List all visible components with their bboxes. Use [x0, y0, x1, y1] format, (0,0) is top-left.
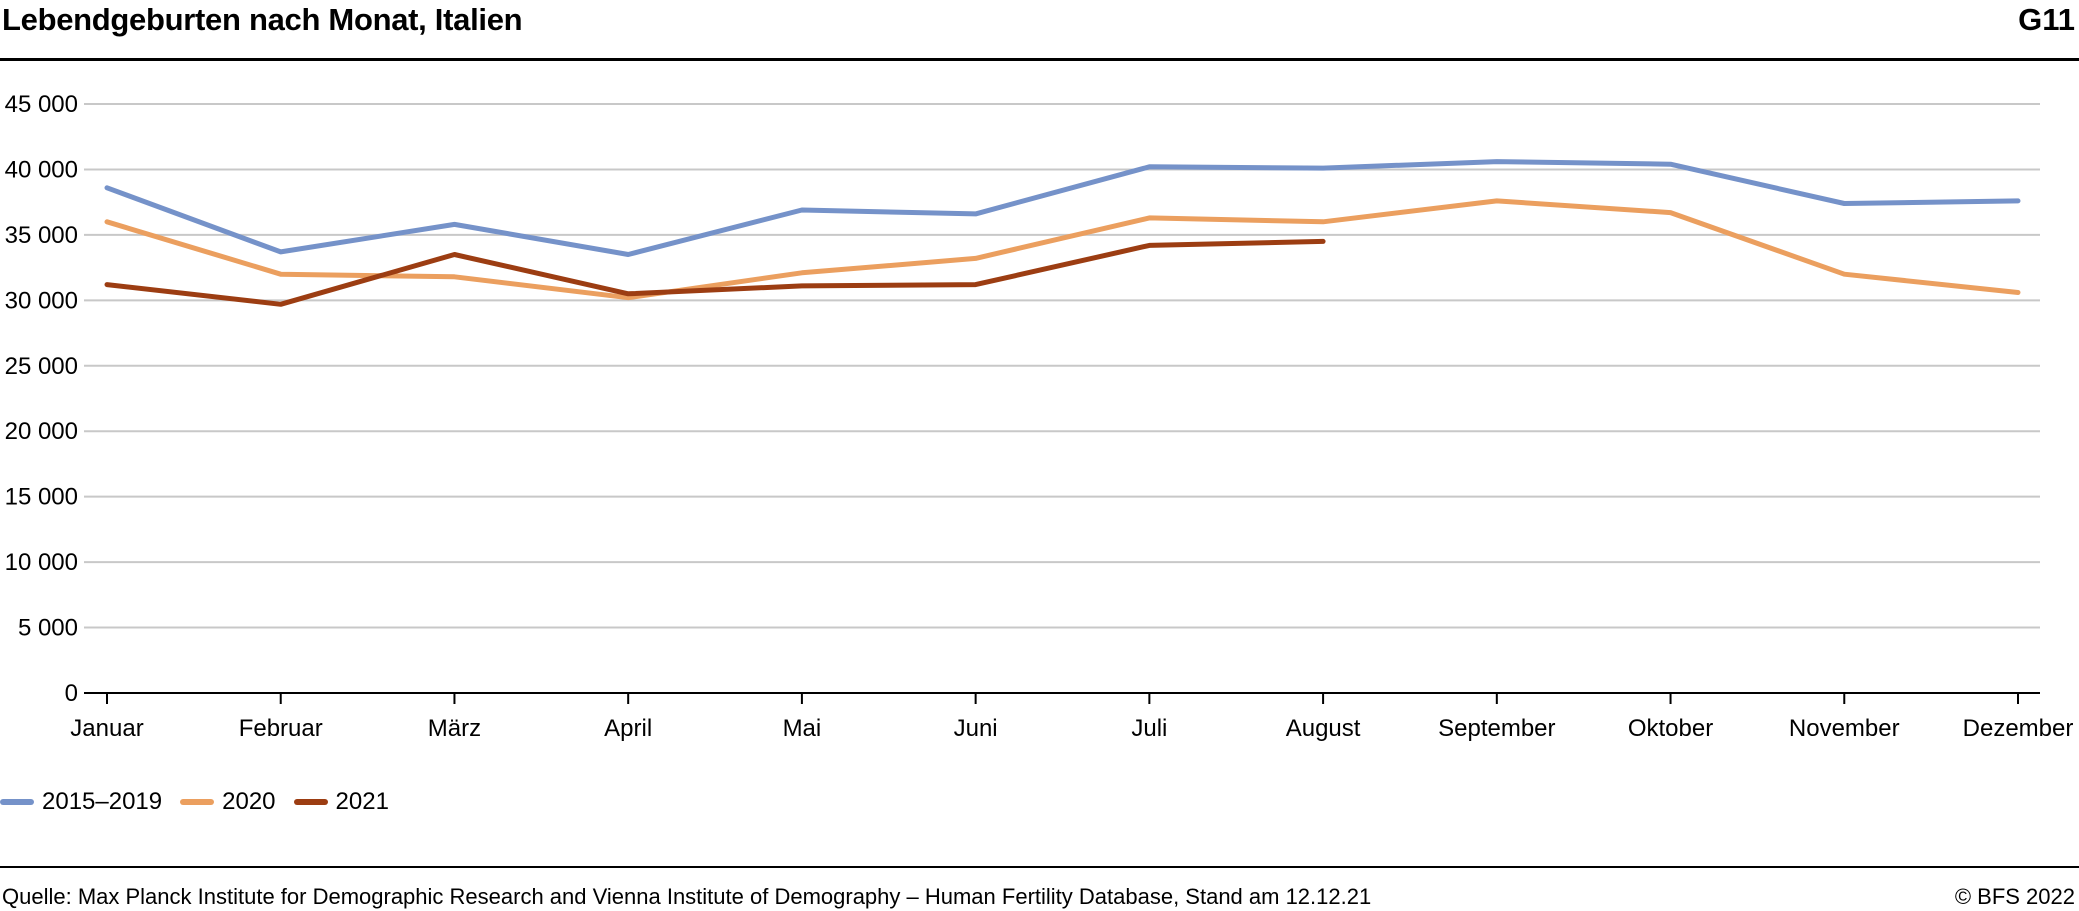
- x-tick-label: März: [428, 715, 481, 742]
- chart-footer: Quelle: Max Planck Institute for Demogra…: [0, 866, 2079, 911]
- series-line-2: [104, 198, 2021, 301]
- copyright: © BFS 2022: [1954, 884, 2075, 909]
- legend-label: 2015–2019: [42, 788, 163, 815]
- x-tick-label: Dezember: [1963, 715, 2074, 742]
- x-tick-label: September: [1438, 715, 1555, 742]
- legend: 2015–2019 2020 2021: [0, 788, 407, 816]
- x-tick-label: Januar: [70, 715, 143, 742]
- y-tick-label: 20 000: [5, 418, 78, 445]
- legend-label: 2020: [222, 788, 276, 815]
- legend-item-2015-2019: 2015–2019: [0, 788, 162, 816]
- series-line-1: [104, 159, 2021, 257]
- x-tick-label: Mai: [783, 715, 822, 742]
- legend-item-2020: 2020: [180, 788, 276, 816]
- x-tick-label: Juni: [954, 715, 998, 742]
- y-tick-label: 15 000: [5, 484, 78, 511]
- chart-code: G11: [2018, 2, 2075, 37]
- y-tick-label: 25 000: [5, 353, 78, 380]
- x-tick-label: Juli: [1131, 715, 1167, 742]
- y-tick-label: 45 000: [5, 91, 78, 118]
- chart-header: Lebendgeburten nach Monat, Italien G11: [0, 0, 2079, 61]
- legend-label: 2021: [335, 788, 389, 815]
- legend-swatch: [293, 799, 328, 805]
- legend-swatch: [180, 799, 215, 805]
- legend-item-2021: 2021: [293, 788, 389, 816]
- x-tick-label: November: [1789, 715, 1900, 742]
- y-tick-label: 40 000: [5, 156, 78, 183]
- source-note: Quelle: Max Planck Institute for Demogra…: [2, 884, 1372, 909]
- x-tick-label: April: [604, 715, 652, 742]
- y-tick-label: 35 000: [5, 222, 78, 249]
- legend-swatch: [0, 799, 34, 805]
- y-tick-label: 10 000: [5, 549, 78, 576]
- x-tick-label: Februar: [239, 715, 323, 742]
- y-tick-label: 0: [65, 680, 78, 707]
- x-tick-label: Oktober: [1628, 715, 1713, 742]
- series-line-3: [104, 238, 1326, 307]
- chart-title: Lebendgeburten nach Monat, Italien: [2, 2, 523, 37]
- y-tick-label: 5 000: [18, 615, 78, 642]
- x-tick-label: August: [1286, 715, 1361, 742]
- y-tick-label: 30 000: [5, 287, 78, 314]
- line-chart: 0 5 000 10 000 15 000 20 000 25 000 30 000 35 0…: [5, 91, 2074, 742]
